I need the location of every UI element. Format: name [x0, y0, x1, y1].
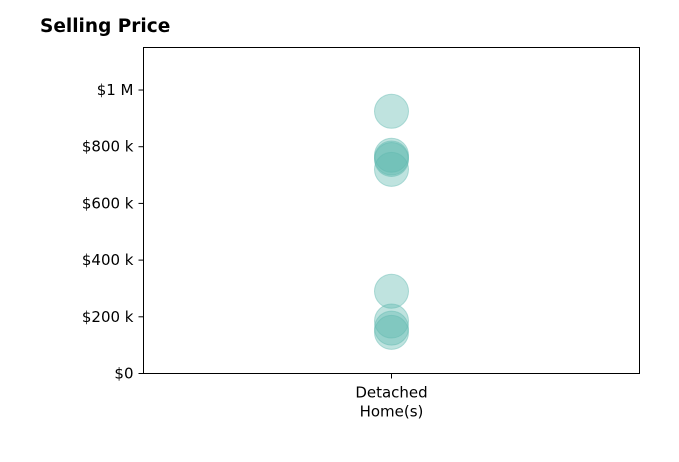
scatter-point — [374, 151, 409, 187]
scatter-point — [374, 140, 409, 176]
plot-area-frame — [143, 47, 640, 374]
y-tick-label: $800 k — [82, 138, 134, 156]
x-tick-label-line: Home(s) — [360, 403, 424, 421]
scatter-point — [374, 303, 409, 339]
data-points — [374, 93, 409, 350]
y-tick-label: $200 k — [82, 308, 134, 326]
scatter-point — [374, 310, 409, 346]
y-tick-label: $600 k — [82, 194, 134, 212]
scatter-point — [374, 93, 409, 129]
scatter-point — [374, 141, 409, 177]
x-tick-label-line: Detached — [355, 384, 427, 402]
y-tick-label: $1 M — [97, 81, 134, 99]
y-axis: $0 $200 k $400 k $600 k $800 k $1 M — [82, 81, 144, 383]
x-tick-label: Detached Home(s) — [355, 384, 427, 421]
scatter-point — [374, 273, 409, 309]
chart-title: Selling Price — [40, 16, 171, 37]
scatter-point — [374, 314, 409, 350]
y-tick-label: $0 — [114, 365, 133, 383]
x-axis: Detached Home(s) — [355, 373, 428, 421]
y-tick-label: $400 k — [82, 251, 134, 269]
scatter-point — [374, 137, 409, 173]
